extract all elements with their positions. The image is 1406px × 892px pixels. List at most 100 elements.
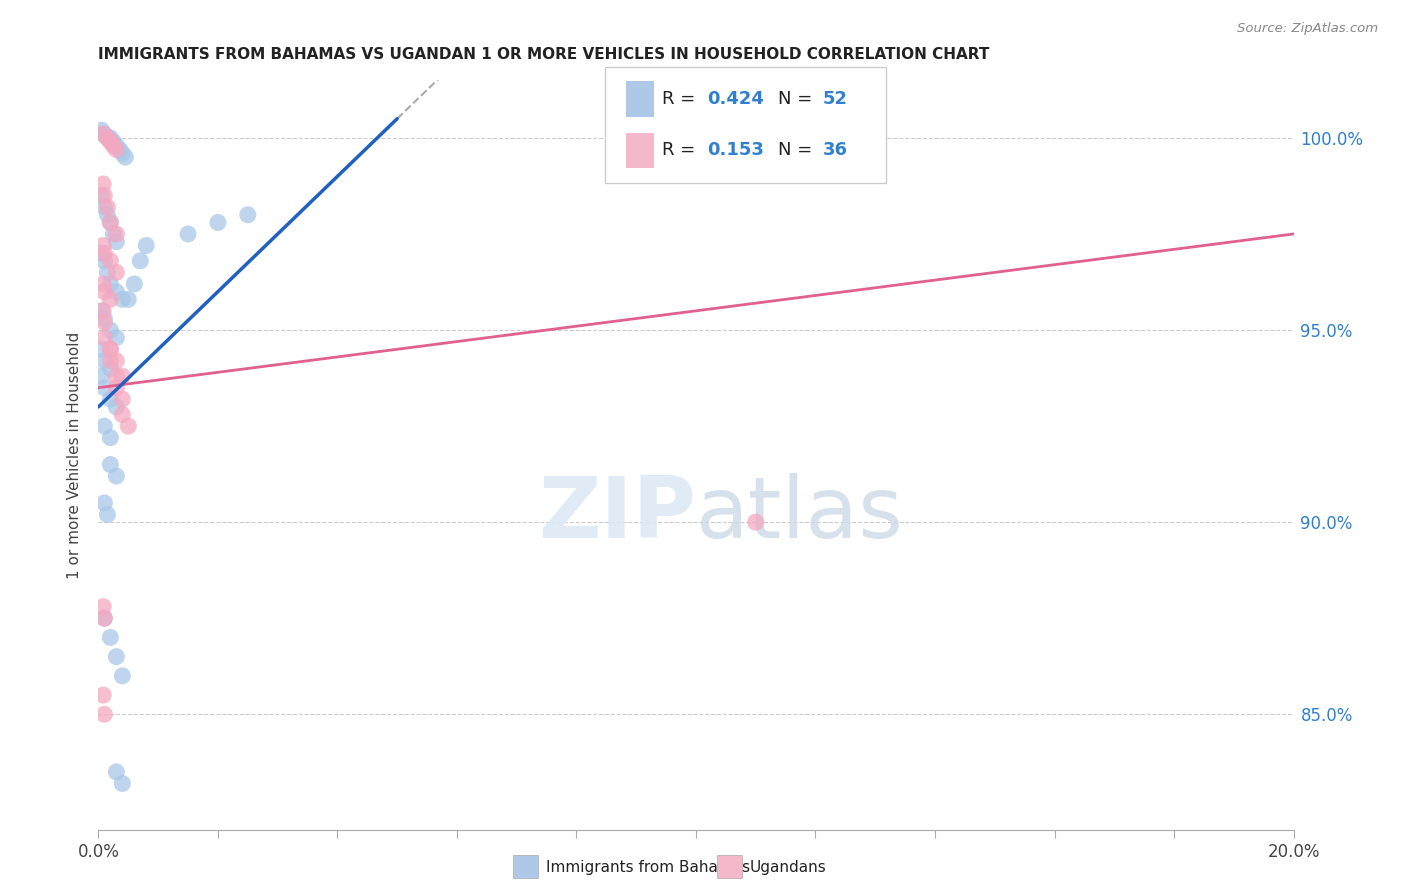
Point bbox=[90, 246, 112, 260]
Point bbox=[111, 669, 134, 683]
Point bbox=[90, 369, 112, 384]
Point bbox=[91, 238, 114, 252]
Point bbox=[93, 127, 115, 141]
Point bbox=[105, 285, 128, 299]
Point bbox=[98, 323, 122, 337]
Point bbox=[745, 515, 768, 529]
Point bbox=[111, 369, 134, 384]
Y-axis label: 1 or more Vehicles in Household: 1 or more Vehicles in Household bbox=[67, 331, 83, 579]
Point bbox=[177, 227, 200, 241]
Text: ZIP: ZIP bbox=[538, 474, 696, 557]
Point bbox=[117, 419, 139, 434]
Point bbox=[93, 419, 115, 434]
Point bbox=[105, 331, 128, 345]
Text: 0.153: 0.153 bbox=[707, 142, 763, 160]
Text: N =: N = bbox=[778, 142, 817, 160]
Point bbox=[93, 200, 115, 214]
Point bbox=[114, 150, 136, 164]
Point bbox=[111, 776, 134, 790]
Point bbox=[91, 688, 114, 702]
Text: 0.424: 0.424 bbox=[707, 90, 763, 108]
Point bbox=[90, 303, 112, 318]
Text: R =: R = bbox=[662, 90, 702, 108]
Point bbox=[98, 215, 122, 229]
Point bbox=[98, 215, 122, 229]
Point bbox=[105, 227, 128, 241]
Text: Source: ZipAtlas.com: Source: ZipAtlas.com bbox=[1237, 22, 1378, 36]
Point bbox=[111, 293, 134, 307]
Point bbox=[91, 303, 114, 318]
Point bbox=[105, 353, 128, 368]
Point bbox=[96, 508, 118, 522]
Point bbox=[93, 707, 115, 722]
Point bbox=[96, 131, 118, 145]
Text: Ugandans: Ugandans bbox=[749, 860, 827, 874]
Point bbox=[93, 253, 115, 268]
Point bbox=[105, 764, 128, 779]
Point bbox=[105, 400, 128, 414]
Point bbox=[98, 277, 122, 291]
Point bbox=[98, 343, 122, 357]
Point bbox=[93, 311, 115, 326]
Point bbox=[98, 353, 122, 368]
Point bbox=[93, 611, 115, 625]
Point bbox=[98, 458, 122, 472]
Point bbox=[103, 135, 125, 149]
Text: R =: R = bbox=[662, 142, 702, 160]
Point bbox=[105, 265, 128, 279]
Point bbox=[96, 131, 118, 145]
Point bbox=[90, 343, 112, 357]
Point bbox=[96, 200, 118, 214]
Point bbox=[93, 331, 115, 345]
Point bbox=[105, 143, 128, 157]
Point bbox=[103, 227, 125, 241]
Point bbox=[93, 246, 115, 260]
Point bbox=[98, 293, 122, 307]
Point bbox=[91, 277, 114, 291]
Point bbox=[91, 599, 114, 614]
Point bbox=[111, 408, 134, 422]
Point bbox=[105, 369, 128, 384]
Point bbox=[96, 265, 118, 279]
Point bbox=[96, 208, 118, 222]
Text: 36: 36 bbox=[823, 142, 848, 160]
Text: 52: 52 bbox=[823, 90, 848, 108]
Point bbox=[108, 143, 131, 157]
Point bbox=[98, 131, 122, 145]
Point bbox=[105, 138, 128, 153]
Point bbox=[93, 353, 115, 368]
Point bbox=[117, 293, 139, 307]
Text: N =: N = bbox=[778, 90, 817, 108]
Point bbox=[93, 611, 115, 625]
Point bbox=[90, 188, 112, 202]
Point bbox=[111, 146, 134, 161]
Point bbox=[91, 127, 114, 141]
Point bbox=[98, 361, 122, 376]
Text: Immigrants from Bahamas: Immigrants from Bahamas bbox=[546, 860, 749, 874]
Point bbox=[98, 431, 122, 445]
Point bbox=[236, 208, 259, 222]
Point bbox=[91, 177, 114, 191]
Point bbox=[135, 238, 157, 252]
Point bbox=[103, 138, 125, 153]
Point bbox=[124, 277, 146, 291]
Text: IMMIGRANTS FROM BAHAMAS VS UGANDAN 1 OR MORE VEHICLES IN HOUSEHOLD CORRELATION C: IMMIGRANTS FROM BAHAMAS VS UGANDAN 1 OR … bbox=[98, 47, 990, 62]
Point bbox=[90, 123, 112, 137]
Point bbox=[207, 215, 229, 229]
Point bbox=[98, 135, 122, 149]
Point bbox=[98, 343, 122, 357]
Point bbox=[105, 469, 128, 483]
Point bbox=[105, 381, 128, 395]
Point bbox=[98, 392, 122, 407]
Point bbox=[129, 253, 152, 268]
Point bbox=[105, 649, 128, 664]
Point bbox=[98, 631, 122, 645]
Point bbox=[93, 188, 115, 202]
Point bbox=[105, 235, 128, 249]
Point bbox=[93, 285, 115, 299]
Point bbox=[98, 253, 122, 268]
Point bbox=[93, 381, 115, 395]
Point bbox=[93, 315, 115, 329]
Text: atlas: atlas bbox=[696, 474, 904, 557]
Point bbox=[93, 496, 115, 510]
